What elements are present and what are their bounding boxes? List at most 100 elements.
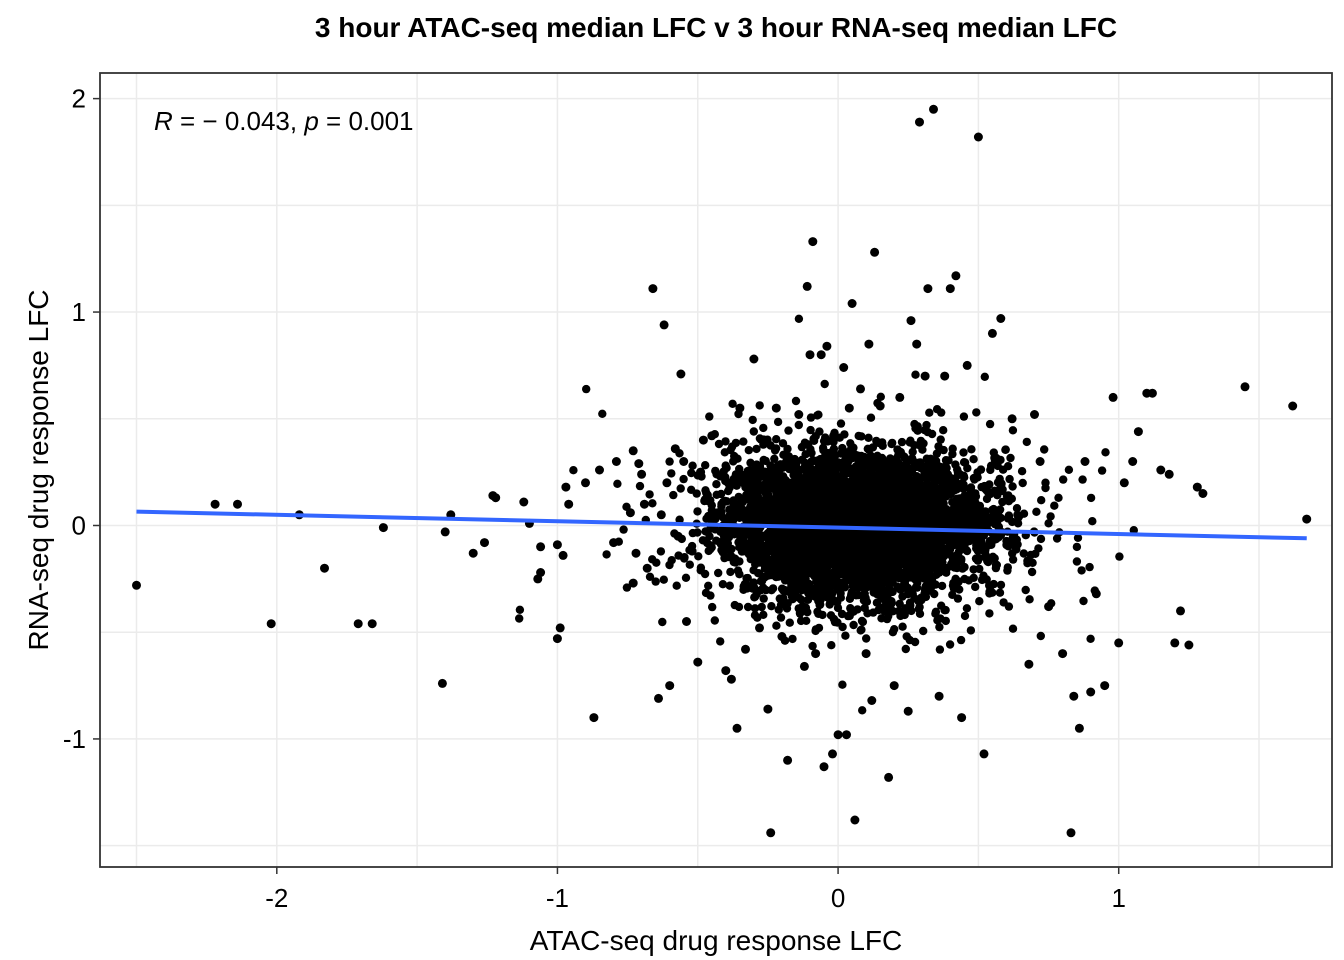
data-point	[681, 573, 691, 582]
data-point	[752, 444, 761, 454]
data-point	[895, 599, 904, 608]
data-point	[788, 634, 797, 644]
data-point	[866, 546, 875, 555]
data-point	[659, 575, 668, 584]
data-point	[757, 602, 766, 612]
data-point	[888, 438, 897, 448]
data-point	[840, 430, 849, 439]
data-point	[989, 448, 998, 457]
data-point	[1036, 534, 1046, 544]
data-point	[968, 500, 977, 509]
data-point	[811, 626, 820, 636]
data-point	[698, 536, 708, 545]
data-point	[1008, 426, 1018, 435]
data-point	[687, 485, 696, 494]
data-point	[795, 583, 805, 592]
data-point	[1086, 493, 1096, 503]
data-point	[898, 622, 907, 631]
data-point	[779, 594, 788, 603]
data-point	[937, 581, 947, 591]
data-point	[722, 463, 731, 473]
data-point	[966, 486, 975, 495]
data-point	[906, 546, 915, 556]
data-point	[1022, 437, 1031, 447]
data-point	[1037, 496, 1046, 505]
data-point	[785, 533, 795, 543]
data-point	[648, 499, 657, 508]
data-point	[960, 562, 969, 572]
data-point	[948, 541, 957, 550]
data-point	[980, 372, 989, 381]
data-point	[827, 641, 836, 650]
data-point	[750, 555, 760, 564]
data-point	[1046, 512, 1055, 521]
data-point	[878, 565, 887, 575]
data-point	[1008, 482, 1017, 491]
data-point	[1115, 552, 1124, 561]
data-point	[962, 506, 972, 515]
data-point	[613, 479, 622, 488]
data-point	[893, 566, 902, 575]
data-point	[701, 461, 710, 470]
data-point	[700, 569, 710, 579]
data-point	[794, 511, 804, 520]
data-point	[1027, 567, 1037, 577]
data-point	[973, 542, 982, 552]
data-point	[880, 606, 889, 616]
data-point	[711, 466, 720, 476]
data-point	[851, 494, 860, 504]
data-point	[871, 536, 880, 545]
data-point	[927, 460, 937, 469]
data-point	[897, 483, 906, 492]
data-point	[900, 579, 909, 588]
data-point	[820, 379, 829, 389]
data-point	[873, 451, 882, 460]
data-point	[716, 637, 725, 646]
data-point	[1036, 631, 1046, 641]
data-point	[949, 584, 959, 593]
data-point	[1044, 519, 1053, 528]
data-point	[816, 575, 825, 584]
data-point	[742, 482, 751, 491]
data-point	[905, 635, 914, 645]
data-point	[864, 433, 873, 442]
data-point	[813, 607, 822, 616]
data-point	[760, 509, 769, 519]
data-point	[893, 467, 902, 476]
data-point	[735, 476, 744, 485]
data-point	[778, 463, 787, 472]
data-point	[932, 548, 941, 557]
data-point	[916, 542, 925, 552]
data-point	[811, 559, 820, 568]
data-point	[985, 555, 994, 564]
data-point	[704, 581, 713, 590]
data-point	[998, 497, 1007, 507]
data-point	[645, 490, 654, 499]
data-point	[785, 464, 794, 474]
data-point	[935, 568, 944, 577]
data-point	[996, 580, 1006, 590]
data-point	[764, 491, 773, 500]
data-point	[669, 490, 678, 500]
data-point	[956, 556, 966, 566]
data-point	[910, 594, 919, 603]
data-point	[989, 532, 998, 541]
data-point	[803, 548, 813, 557]
data-point	[838, 680, 847, 689]
data-point	[967, 445, 976, 454]
data-point	[945, 640, 955, 649]
data-point	[967, 518, 977, 527]
data-point	[820, 586, 829, 595]
data-point	[861, 593, 870, 603]
data-point	[780, 538, 789, 547]
data-point	[914, 474, 924, 483]
data-point	[1077, 566, 1086, 575]
data-point	[1001, 445, 1010, 454]
data-point	[902, 492, 912, 501]
data-point	[795, 609, 805, 618]
data-point	[942, 463, 951, 473]
data-point	[748, 415, 757, 425]
data-point	[872, 507, 881, 516]
data-point	[701, 527, 710, 536]
data-point	[783, 444, 792, 454]
